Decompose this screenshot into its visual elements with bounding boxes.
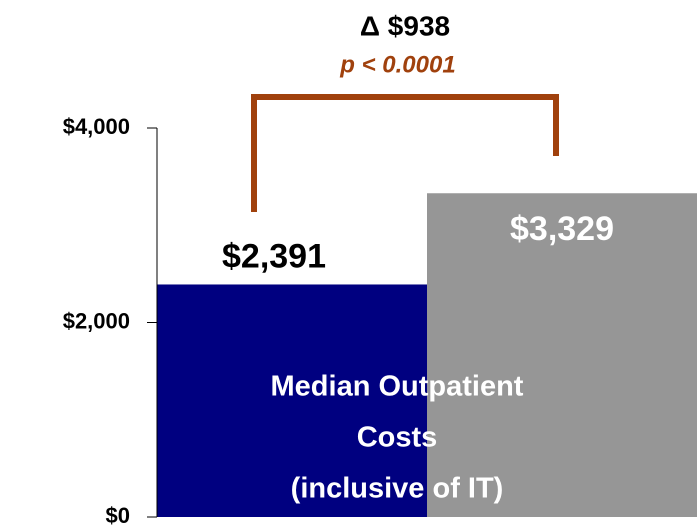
value-label: $3,329 (510, 210, 614, 248)
y-tick-label: $2,000 (63, 308, 130, 333)
significance-bracket (251, 94, 559, 212)
bar-annotation: Median Outpatient (271, 371, 524, 403)
bar (427, 193, 697, 517)
bar-annotation: (inclusive of IT) (291, 473, 504, 505)
bar (157, 284, 427, 517)
significance-label: p < 0.0001 (339, 51, 455, 78)
difference-label: Δ $938 (360, 10, 450, 41)
bar-annotation: Costs (357, 422, 438, 454)
y-tick-label: $4,000 (63, 114, 130, 139)
y-tick-label: $0 (106, 503, 130, 528)
value-label: $2,391 (222, 237, 326, 275)
